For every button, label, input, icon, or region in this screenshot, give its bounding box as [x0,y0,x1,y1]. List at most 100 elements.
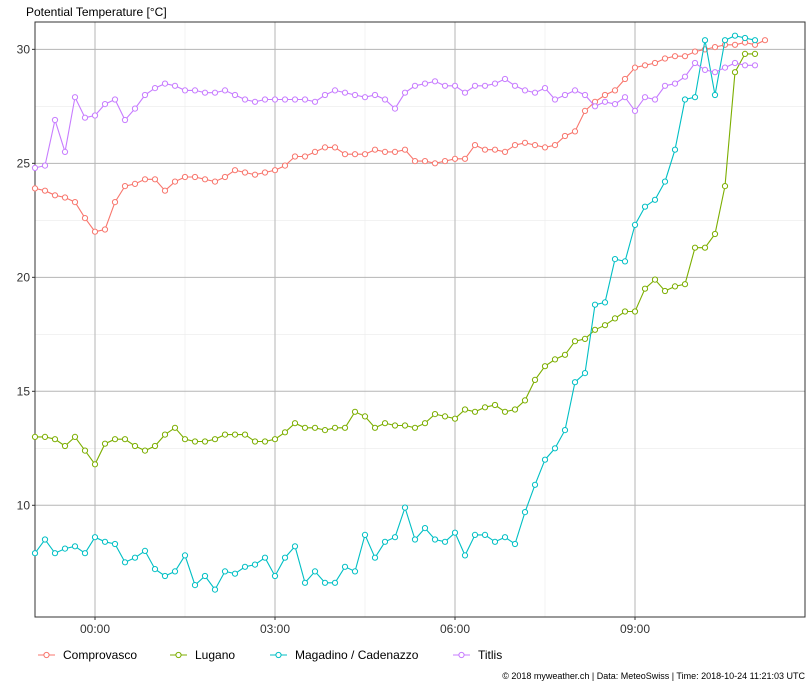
data-point [541,456,549,463]
data-point [321,144,329,151]
x-tick-label: 00:00 [80,622,110,636]
data-point [41,536,49,543]
data-point [101,101,109,108]
data-point [641,94,649,101]
data-point [261,554,269,561]
legend-item: Magadino / Cadenazzo [270,648,419,662]
data-point [431,536,439,543]
data-point [661,55,669,62]
data-point [51,436,59,443]
data-point [501,408,509,415]
data-point [361,94,369,101]
data-point [121,116,129,124]
data-point [141,547,149,555]
panel-background [35,22,805,617]
data-point [451,82,459,89]
data-point [81,114,89,121]
data-point [241,431,249,438]
data-point [611,256,619,263]
data-point [331,144,339,151]
data-point [541,85,549,92]
data-point [321,579,329,586]
data-point [631,308,639,315]
data-point [301,424,309,431]
data-point [651,276,659,283]
legend-label: Lugano [195,648,235,662]
data-point [621,308,629,315]
data-point [471,82,479,89]
data-point [451,529,459,536]
data-point [321,91,329,99]
data-point [361,151,369,158]
data-point [211,89,219,96]
data-point [731,69,739,76]
data-point [641,203,649,210]
data-point [481,146,489,153]
data-point [381,148,389,155]
data-point [741,50,749,58]
data-point [491,80,499,87]
data-point [141,447,149,454]
data-point [351,91,359,99]
data-point [221,87,229,94]
data-point [181,87,189,94]
data-point [511,406,519,413]
data-point [471,531,479,539]
data-point [131,105,139,112]
data-point [191,87,199,94]
data-point [541,363,549,370]
data-point [401,504,409,511]
data-credit: © 2018 myweather.ch | Data: MeteoSwiss |… [502,671,805,681]
data-point [211,178,219,185]
legend-key-point [43,651,50,659]
data-point [61,148,69,155]
data-point [311,424,319,431]
data-point [101,440,109,447]
data-point [431,78,439,85]
data-point [141,91,149,99]
data-point [51,116,59,124]
data-point [31,185,39,192]
data-point [91,461,99,468]
data-point [701,244,709,251]
data-point [371,146,379,153]
data-point [711,91,719,99]
data-point [381,96,389,103]
data-point [631,107,639,115]
data-point [491,538,499,545]
data-point [501,148,509,155]
data-point [421,420,429,427]
data-point [751,50,759,58]
data-point [711,69,719,76]
data-point [551,356,559,363]
data-point [531,142,539,149]
data-point [211,586,219,593]
data-point [521,397,529,404]
data-point [681,96,689,103]
data-point [431,411,439,418]
legend-label: Titlis [478,648,502,662]
data-point [691,48,699,55]
data-point [391,148,399,155]
data-point [661,287,669,295]
data-point [591,326,599,333]
data-point [291,96,299,103]
series-magadino-cadenazzo [31,32,759,593]
data-point [401,422,409,429]
data-point [581,370,589,377]
data-point [101,226,109,233]
data-point [751,62,759,69]
data-point [261,438,269,445]
data-point [641,62,649,69]
data-point [121,436,129,443]
data-point [301,153,309,160]
y-tick-label: 25 [17,156,31,170]
data-point [271,572,279,580]
data-point [731,41,739,48]
data-point [371,91,379,99]
data-point [571,87,579,94]
data-point [341,424,349,431]
data-point [421,158,429,165]
data-point [311,568,319,575]
data-point [631,221,639,228]
